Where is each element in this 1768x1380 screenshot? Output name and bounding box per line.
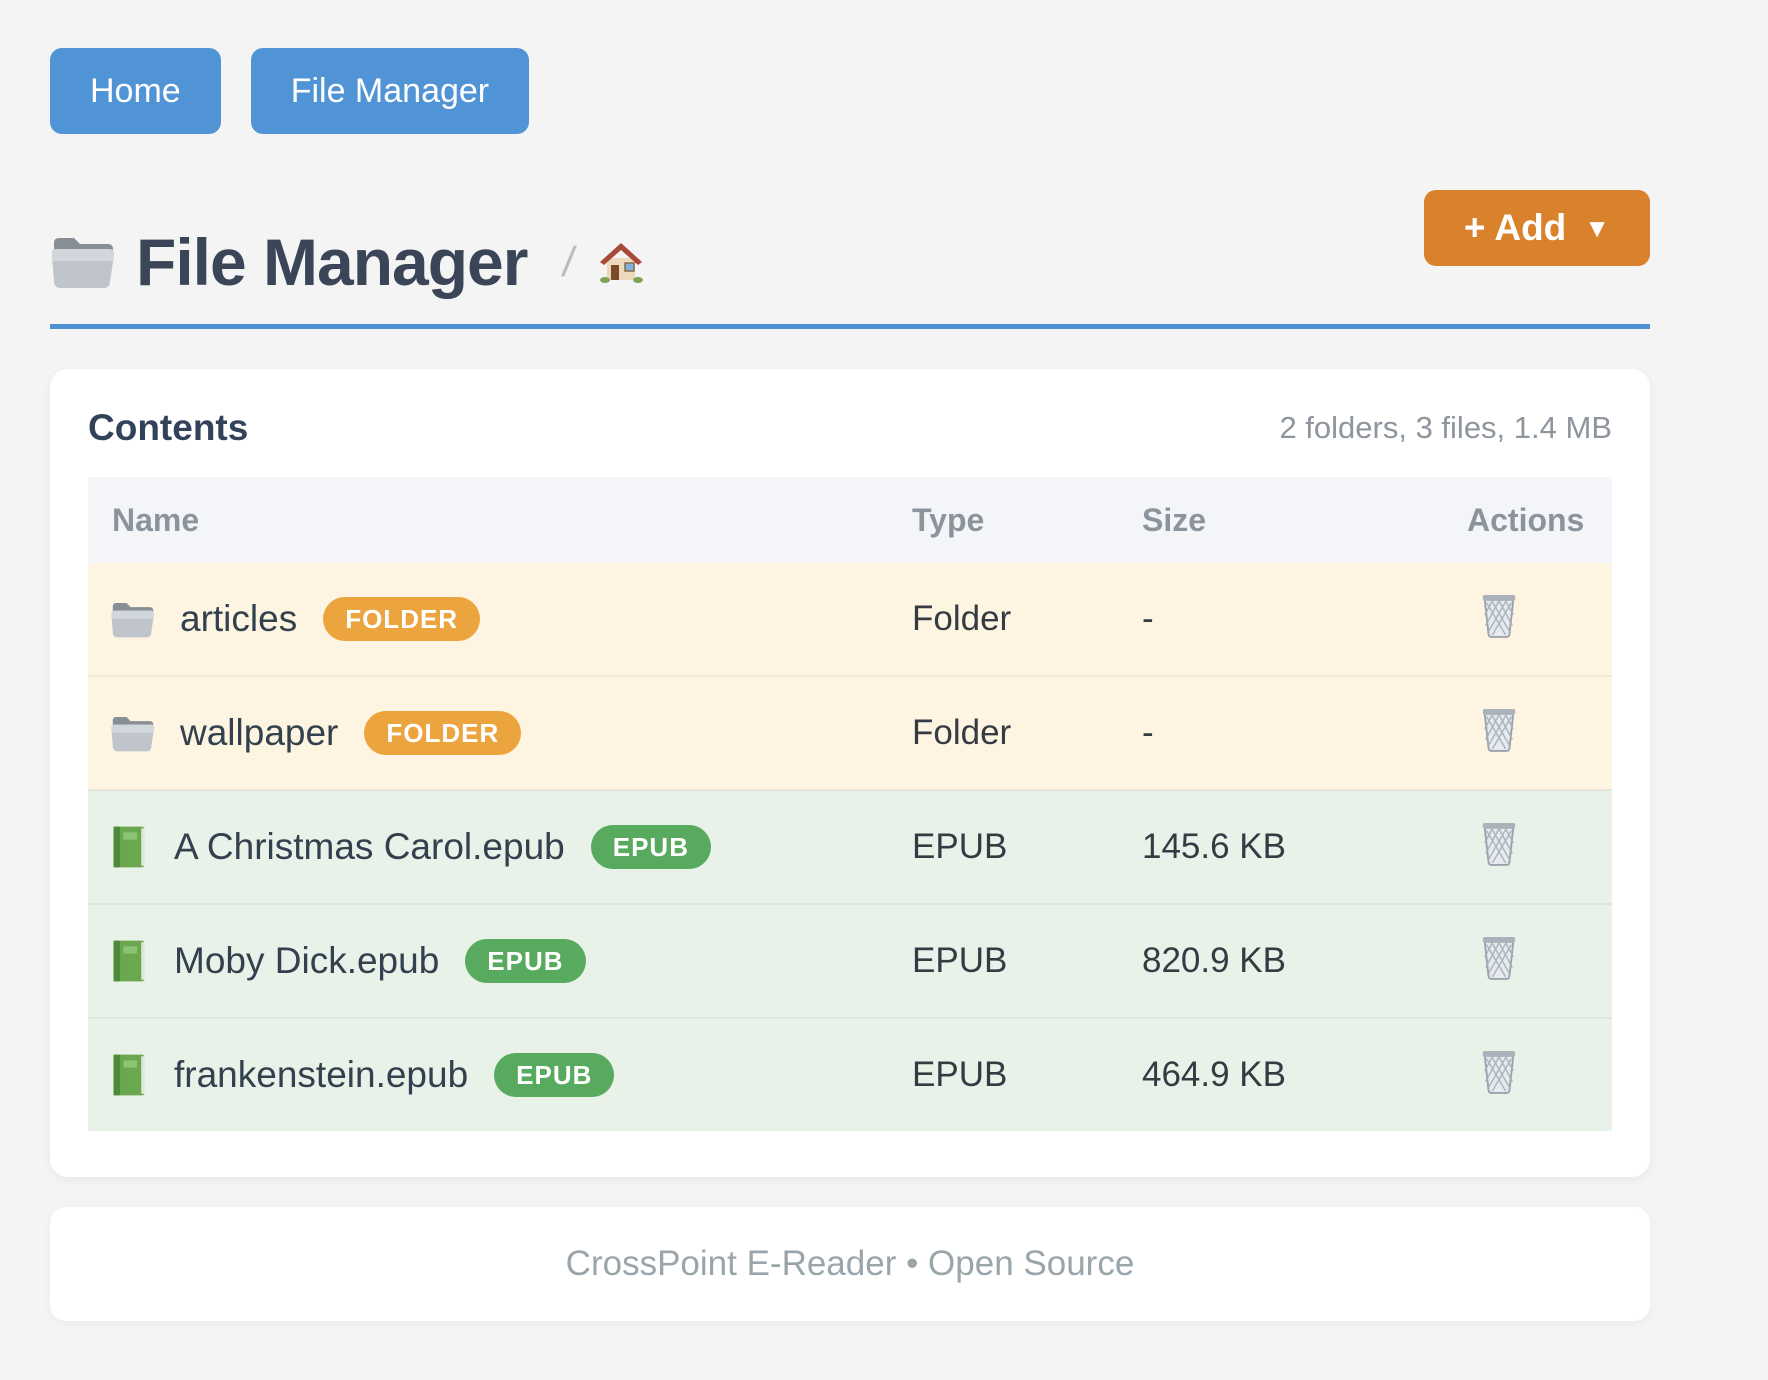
name-cell: articles FOLDER	[88, 563, 912, 675]
table-header-row: Name Type Size Actions	[88, 477, 1612, 563]
header-divider	[50, 324, 1650, 329]
delete-button[interactable]	[1479, 1047, 1519, 1095]
delete-button[interactable]	[1479, 591, 1519, 639]
book-icon	[110, 1053, 148, 1097]
table-row: frankenstein.epub EPUB EPUB 464.9 KB	[88, 1018, 1612, 1131]
actions-cell	[1427, 790, 1612, 904]
size-cell: 145.6 KB	[1142, 827, 1286, 866]
column-header-size: Size	[1142, 477, 1427, 563]
page: Home File Manager File Manager / + Add ▼…	[50, 48, 1650, 1321]
book-icon	[110, 939, 148, 983]
folder-icon	[110, 715, 154, 752]
name-cell: A Christmas Carol.epub EPUB	[88, 791, 912, 903]
actions-cell	[1427, 563, 1612, 676]
size-cell: 820.9 KB	[1142, 941, 1286, 980]
book-icon	[110, 825, 148, 869]
contents-summary: 2 folders, 3 files, 1.4 MB	[1279, 410, 1612, 445]
folder-icon	[50, 235, 114, 289]
delete-button[interactable]	[1479, 933, 1519, 981]
name-cell: Moby Dick.epub EPUB	[88, 905, 912, 1017]
page-title: File Manager	[136, 225, 528, 299]
delete-button[interactable]	[1479, 705, 1519, 753]
folder-icon	[110, 601, 154, 638]
size-cell: 464.9 KB	[1142, 1055, 1286, 1094]
type-cell: Folder	[912, 713, 1012, 752]
name-cell: wallpaper FOLDER	[88, 677, 912, 789]
title-wrap: File Manager /	[50, 224, 645, 300]
file-name[interactable]: Moby Dick.epub	[174, 940, 440, 981]
column-header-type: Type	[912, 477, 1142, 563]
file-name[interactable]: A Christmas Carol.epub	[174, 826, 565, 867]
contents-card: Contents 2 folders, 3 files, 1.4 MB Name…	[50, 369, 1650, 1177]
file-name[interactable]: frankenstein.epub	[174, 1054, 469, 1095]
page-header: File Manager / + Add ▼	[50, 190, 1650, 300]
file-table: Name Type Size Actions articles FOLDER Fol…	[88, 477, 1612, 1131]
chevron-down-icon: ▼	[1584, 213, 1610, 243]
name-cell: frankenstein.epub EPUB	[88, 1019, 912, 1131]
footer: CrossPoint E-Reader • Open Source	[50, 1207, 1650, 1321]
home-icon[interactable]	[597, 238, 645, 286]
type-badge: EPUB	[465, 939, 586, 983]
trash-icon	[1479, 819, 1519, 867]
actions-cell	[1427, 676, 1612, 790]
trash-icon	[1479, 933, 1519, 981]
type-cell: EPUB	[912, 941, 1008, 980]
trash-icon	[1479, 1047, 1519, 1095]
contents-heading: Contents	[88, 407, 249, 448]
breadcrumb-separator: /	[560, 238, 579, 285]
footer-text: CrossPoint E-Reader • Open Source	[565, 1244, 1135, 1283]
nav-file-manager-button[interactable]: File Manager	[250, 48, 530, 134]
type-cell: EPUB	[912, 1055, 1008, 1094]
add-button-label: + Add	[1463, 207, 1567, 248]
type-badge: EPUB	[494, 1053, 615, 1097]
add-button[interactable]: + Add ▼	[1423, 190, 1650, 266]
table-row: articles FOLDER Folder -	[88, 563, 1612, 676]
file-name[interactable]: wallpaper	[180, 712, 339, 753]
table-row: wallpaper FOLDER Folder -	[88, 676, 1612, 790]
type-badge: EPUB	[590, 825, 711, 869]
actions-cell	[1427, 1018, 1612, 1131]
type-cell: EPUB	[912, 827, 1008, 866]
file-name[interactable]: articles	[180, 598, 298, 639]
contents-card-header: Contents 2 folders, 3 files, 1.4 MB	[88, 407, 1612, 449]
type-badge: FOLDER	[364, 711, 522, 755]
top-nav: Home File Manager	[50, 48, 1650, 134]
table-row: A Christmas Carol.epub EPUB EPUB 145.6 KB	[88, 790, 1612, 904]
nav-home-button[interactable]: Home	[50, 48, 221, 134]
column-header-actions: Actions	[1427, 477, 1612, 563]
column-header-name: Name	[88, 477, 912, 563]
type-cell: Folder	[912, 599, 1012, 638]
table-row: Moby Dick.epub EPUB EPUB 820.9 KB	[88, 904, 1612, 1018]
delete-button[interactable]	[1479, 819, 1519, 867]
trash-icon	[1479, 591, 1519, 639]
actions-cell	[1427, 904, 1612, 1018]
size-cell: -	[1142, 713, 1154, 752]
trash-icon	[1479, 705, 1519, 753]
type-badge: FOLDER	[323, 597, 481, 641]
size-cell: -	[1142, 599, 1154, 638]
